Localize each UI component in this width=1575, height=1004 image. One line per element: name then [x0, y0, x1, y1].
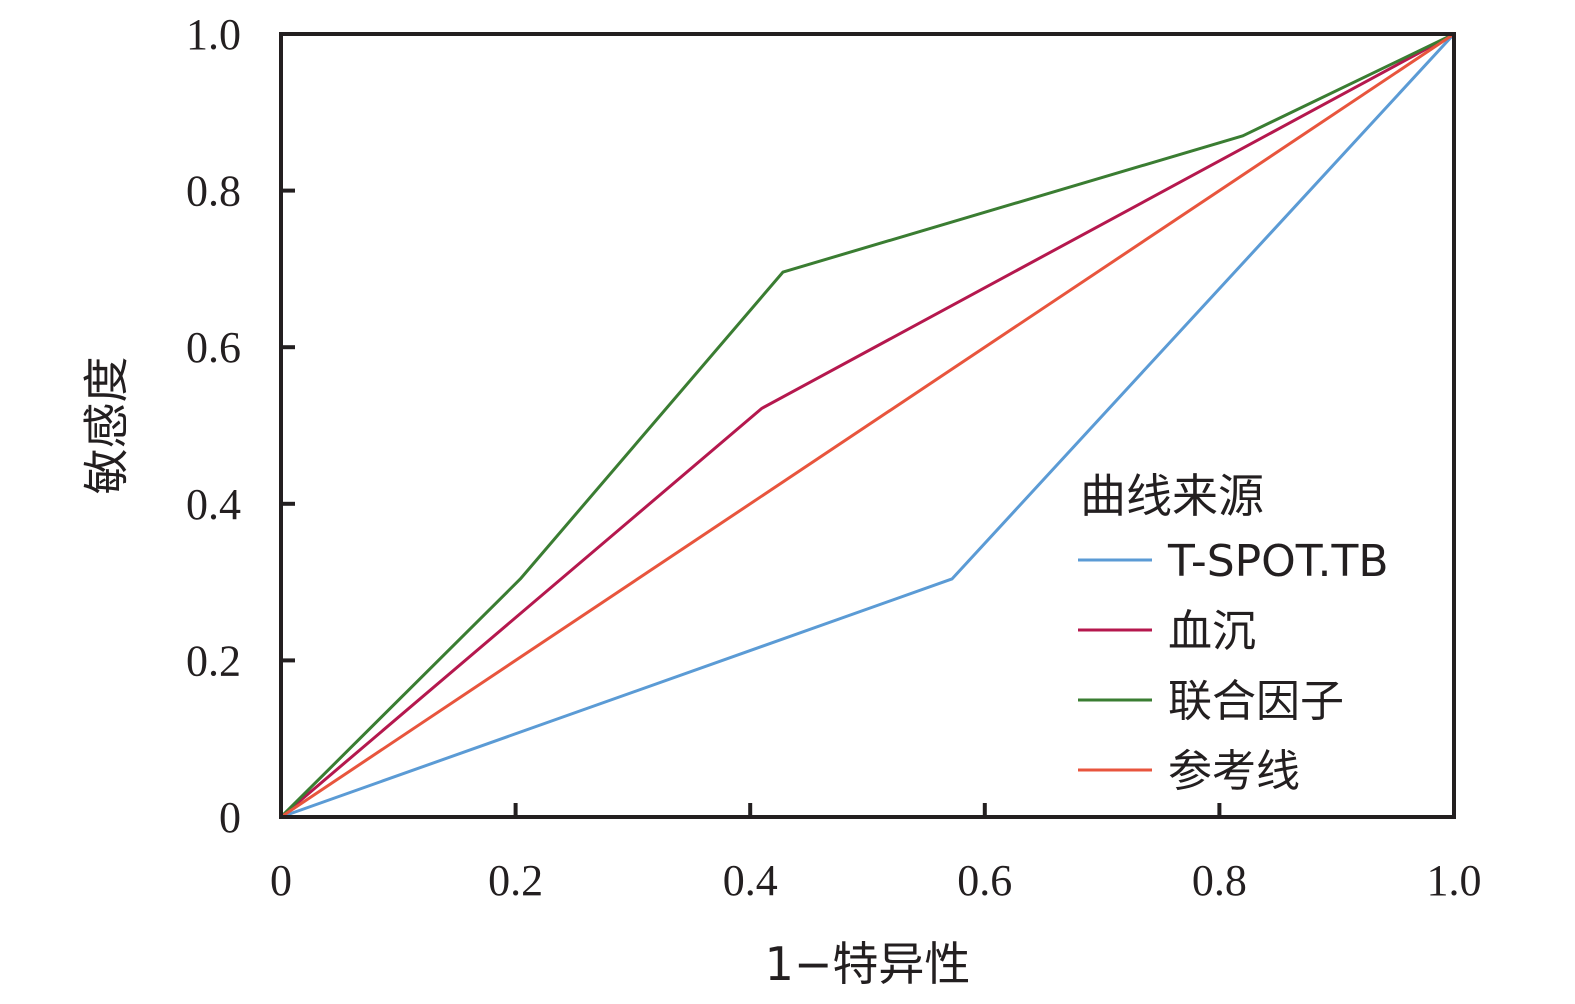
legend-title: 曲线来源 [1080, 469, 1264, 523]
y-tick-label: 0.8 [186, 167, 241, 216]
y-tick-label: 0.6 [186, 323, 241, 372]
legend-label: 参考线 [1168, 746, 1300, 797]
y-tick-label: 0.4 [186, 480, 241, 529]
x-axis-ticks: 0 0.2 0.4 0.6 0.8 1.0 [270, 803, 1482, 905]
y-tick-label: 0.2 [186, 636, 241, 685]
series-line-1 [280, 32, 1456, 819]
x-axis-title: 1−特异性 [765, 937, 971, 991]
x-tick-label: 0.4 [723, 856, 778, 905]
y-axis-ticks: 0 0.2 0.4 0.6 0.8 1.0 [186, 10, 295, 842]
series-line-3 [279, 32, 1455, 819]
legend-label: 血沉 [1168, 606, 1256, 657]
series-line-2 [280, 32, 1455, 819]
y-tick-label: 1.0 [186, 10, 241, 59]
x-tick-label: 0 [270, 856, 292, 905]
x-tick-label: 0.8 [1192, 856, 1247, 905]
legend-label: 联合因子 [1168, 676, 1344, 727]
y-tick-label: 0 [219, 793, 241, 842]
x-tick-label: 0.2 [488, 856, 543, 905]
series-layer [279, 32, 1456, 819]
legend-label: T-SPOT.TB [1167, 536, 1389, 587]
series-line-4 [280, 32, 1455, 819]
y-axis-title: 敏感度 [80, 357, 134, 495]
x-tick-label: 0.6 [957, 856, 1012, 905]
plot-frame [279, 32, 1456, 819]
x-tick-label: 1.0 [1427, 856, 1482, 905]
